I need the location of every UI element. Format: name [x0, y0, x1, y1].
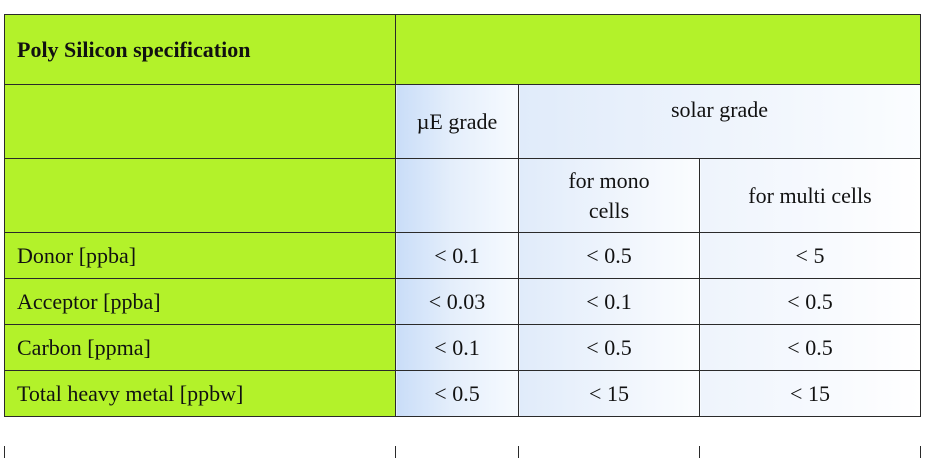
- header-label-cell-empty: [4, 84, 396, 159]
- table-row: Total heavy metal [ppbw] < 0.5 < 15 < 15: [4, 370, 922, 417]
- table-continuation-strip: [0, 446, 926, 458]
- table-title: Poly Silicon specification: [4, 14, 396, 85]
- title-row-filler: [394, 14, 922, 85]
- row-mono-value: < 0.5: [518, 232, 700, 279]
- row-mono-value: < 0.1: [518, 278, 700, 325]
- row-multi-value: < 0.5: [698, 278, 922, 325]
- table-continuation-line: [4, 446, 5, 458]
- header-label-cell-empty-2: [4, 158, 396, 233]
- row-ue-value: < 0.1: [395, 232, 519, 279]
- header-row-grade: µE grade solar grade: [4, 84, 922, 159]
- row-label: Acceptor [ppba]: [4, 278, 396, 325]
- header-solar-grade: solar grade: [517, 84, 922, 159]
- row-multi-value: < 5: [698, 232, 922, 279]
- row-label: Total heavy metal [ppbw]: [4, 370, 396, 417]
- header-mono-cells: for mono cells: [518, 158, 700, 233]
- table-continuation-line: [699, 446, 700, 458]
- row-multi-value: < 0.5: [698, 324, 922, 371]
- table-row: Carbon [ppma] < 0.1 < 0.5 < 0.5: [4, 324, 922, 371]
- table-continuation-line: [518, 446, 519, 458]
- table-continuation-line: [920, 446, 921, 458]
- table-row: Donor [ppba] < 0.1 < 0.5 < 5: [4, 232, 922, 279]
- header-multi-cells: for multi cells: [698, 158, 922, 233]
- row-mono-value: < 0.5: [518, 324, 700, 371]
- row-multi-value: < 15: [698, 370, 922, 417]
- table-row: Acceptor [ppba] < 0.03 < 0.1 < 0.5: [4, 278, 922, 325]
- header-ue-grade: µE grade: [395, 84, 519, 159]
- table-title-row: Poly Silicon specification: [4, 14, 922, 85]
- row-label: Donor [ppba]: [4, 232, 396, 279]
- row-ue-value: < 0.5: [395, 370, 519, 417]
- row-ue-value: < 0.1: [395, 324, 519, 371]
- poly-silicon-spec-table: Poly Silicon specification µE grade sola…: [4, 14, 922, 417]
- header-ue-empty: [395, 158, 519, 233]
- table-continuation-line: [395, 446, 396, 458]
- row-ue-value: < 0.03: [395, 278, 519, 325]
- header-row-cells: for mono cells for multi cells: [4, 158, 922, 233]
- row-label: Carbon [ppma]: [4, 324, 396, 371]
- row-mono-value: < 15: [518, 370, 700, 417]
